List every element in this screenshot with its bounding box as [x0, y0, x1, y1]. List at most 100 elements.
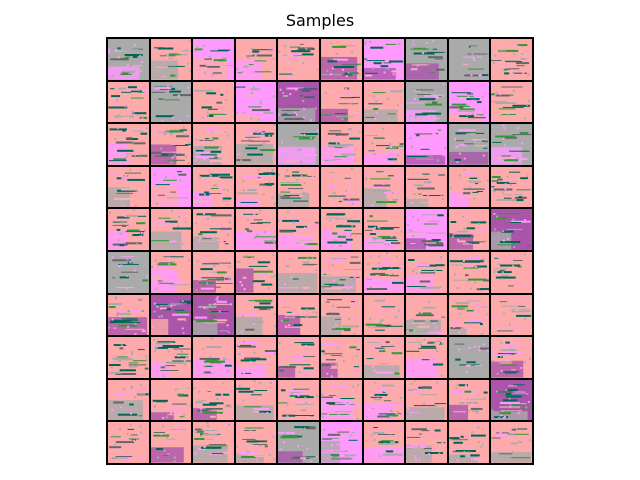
pattern-stroke	[343, 328, 351, 331]
pattern-stroke	[169, 191, 176, 193]
pattern-speckle	[295, 54, 298, 57]
pattern-stroke	[282, 190, 291, 192]
pattern-stroke	[504, 197, 512, 200]
pattern-stroke	[462, 314, 480, 316]
pattern-speckle	[511, 348, 514, 351]
pattern-speckle	[433, 200, 436, 203]
pattern-speckle	[336, 256, 339, 259]
sample-pattern	[150, 299, 191, 336]
pattern-stroke	[378, 413, 395, 415]
pattern-stroke	[291, 53, 303, 55]
pattern-speckle	[270, 196, 273, 199]
pattern-stroke	[324, 287, 343, 290]
pattern-speckle	[331, 221, 334, 224]
pattern-stroke	[389, 145, 403, 147]
pattern-speckle	[236, 260, 239, 263]
pattern-stroke	[198, 399, 207, 401]
pattern-stroke	[242, 214, 261, 216]
sample-pattern	[193, 295, 233, 336]
pattern-speckle	[368, 160, 371, 163]
pattern-stroke	[497, 257, 515, 259]
pattern-speckle	[226, 410, 229, 413]
pattern-stroke	[419, 393, 438, 395]
pattern-speckle	[154, 287, 157, 290]
pattern-stroke	[303, 261, 310, 264]
pattern-speckle	[182, 179, 185, 182]
pattern-stroke	[174, 309, 184, 311]
sample-tile	[235, 81, 277, 123]
pattern-stroke	[170, 144, 176, 146]
pattern-speckle	[299, 434, 302, 437]
pattern-stroke	[222, 197, 232, 200]
pattern-speckle	[401, 412, 404, 415]
pattern-stroke	[161, 307, 171, 310]
pattern-stroke	[195, 156, 215, 159]
sample-tile	[363, 337, 405, 378]
pattern-speckle	[114, 97, 117, 100]
pattern-speckle	[527, 50, 530, 53]
pattern-speckle	[394, 175, 397, 178]
pattern-stroke	[293, 278, 300, 280]
sample-tile	[235, 294, 277, 336]
pattern-speckle	[288, 274, 291, 277]
pattern-stroke	[136, 222, 146, 225]
pattern-speckle	[494, 268, 497, 271]
pattern-speckle	[240, 284, 243, 287]
pattern-stroke	[174, 159, 185, 161]
pattern-stroke	[452, 411, 466, 413]
pattern-speckle	[295, 88, 298, 91]
pattern-stroke	[280, 191, 291, 193]
pattern-speckle	[119, 233, 122, 236]
pattern-stroke	[278, 301, 283, 303]
pattern-speckle	[218, 310, 221, 313]
pattern-speckle	[145, 355, 148, 358]
pattern-speckle	[130, 72, 133, 75]
pattern-speckle	[515, 167, 518, 170]
pattern-speckle	[316, 129, 319, 132]
pattern-stroke	[305, 263, 318, 265]
pattern-stroke	[139, 149, 144, 151]
pattern-speckle	[180, 215, 183, 218]
pattern-stroke	[283, 53, 288, 56]
pattern-stroke	[330, 202, 345, 205]
pattern-speckle	[180, 218, 183, 221]
pattern-stroke	[369, 305, 385, 307]
pattern-stroke	[333, 174, 340, 177]
pattern-speckle	[436, 223, 439, 226]
pattern-stroke	[201, 262, 221, 264]
pattern-stroke	[117, 47, 121, 50]
pattern-stroke	[415, 112, 428, 115]
pattern-speckle	[493, 62, 496, 65]
pattern-speckle	[143, 229, 146, 232]
pattern-speckle	[173, 155, 176, 158]
pattern-stroke	[171, 402, 187, 405]
pattern-speckle	[372, 433, 375, 436]
sample-tile	[321, 337, 362, 378]
pattern-speckle	[278, 219, 281, 222]
pattern-stroke	[387, 175, 394, 177]
pattern-speckle	[335, 240, 338, 243]
sample-pattern	[193, 88, 234, 123]
pattern-speckle	[341, 92, 344, 95]
pattern-speckle	[421, 444, 424, 447]
pattern-speckle	[194, 159, 197, 162]
pattern-speckle	[389, 145, 392, 148]
pattern-stroke	[509, 171, 521, 173]
pattern-speckle	[180, 350, 183, 353]
pattern-stroke	[455, 450, 476, 453]
pattern-stroke	[304, 96, 316, 98]
pattern-speckle	[238, 384, 241, 387]
pattern-stroke	[119, 369, 136, 372]
pattern-speckle	[325, 269, 328, 272]
pattern-stroke	[250, 223, 263, 225]
pattern-speckle	[349, 434, 352, 437]
pattern-speckle	[389, 265, 392, 268]
pattern-speckle	[246, 450, 249, 453]
sample-tile	[491, 166, 532, 208]
pattern-stroke	[470, 46, 488, 49]
pattern-speckle	[138, 88, 140, 91]
pattern-stroke	[492, 142, 502, 144]
pattern-stroke	[391, 281, 404, 284]
pattern-stroke	[298, 240, 313, 242]
pattern-stroke	[419, 97, 435, 100]
